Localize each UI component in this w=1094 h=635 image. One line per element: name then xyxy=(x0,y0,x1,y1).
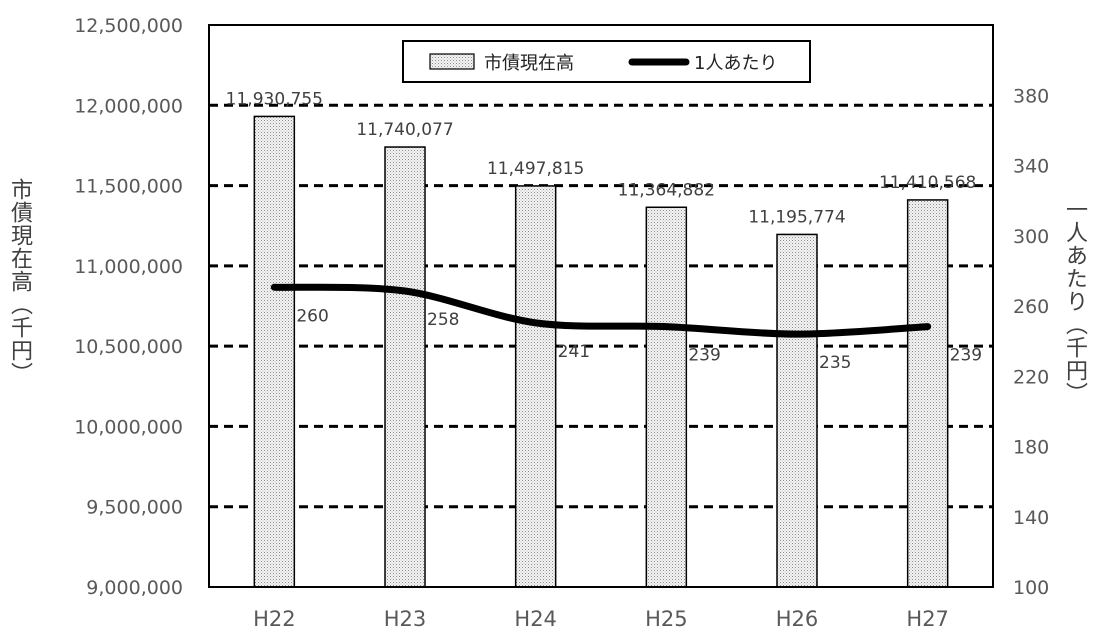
y2-axis-title: 一人あたり（千円） xyxy=(1062,198,1087,405)
y-tick-label: 11,500,000 xyxy=(74,176,183,198)
y-tick-label: 10,500,000 xyxy=(74,336,183,358)
y2-tick-label: 380 xyxy=(1013,85,1049,107)
y-tick-label: 12,000,000 xyxy=(74,95,183,117)
x-tick-label: H22 xyxy=(253,607,296,631)
line-data-label: 260 xyxy=(296,306,328,326)
x-tick-label: H26 xyxy=(776,607,819,631)
x-tick-label: H23 xyxy=(384,607,427,631)
bar-data-label: 11,410,568 xyxy=(879,173,976,193)
bar-data-label: 11,930,755 xyxy=(226,89,323,109)
line-data-label: 235 xyxy=(819,353,851,373)
y-tick-label: 10,000,000 xyxy=(74,416,183,438)
line-data-label: 258 xyxy=(427,310,459,330)
x-tick-label: H24 xyxy=(514,607,557,631)
bar-data-label: 11,497,815 xyxy=(487,159,584,179)
y2-tick-label: 260 xyxy=(1013,296,1049,318)
y2-tick-label: 300 xyxy=(1013,226,1049,248)
plot-frame xyxy=(208,24,994,588)
y-tick-label: 9,500,000 xyxy=(86,497,183,519)
line-data-label: 239 xyxy=(950,346,982,366)
legend-label-line: 1人あたり xyxy=(694,53,777,74)
y-tick-label: 12,500,000 xyxy=(74,15,183,37)
legend-swatch-bar xyxy=(429,53,475,70)
bar-data-label: 11,364,882 xyxy=(618,180,715,200)
x-tick-label: H27 xyxy=(906,607,949,631)
bar-H24 xyxy=(514,185,557,588)
y-axis-title: 市債現在高（千円） xyxy=(7,178,32,385)
y2-tick-label: 340 xyxy=(1013,156,1049,178)
bar-H27 xyxy=(906,199,949,588)
line-data-label: 239 xyxy=(688,346,720,366)
legend-label-bar: 市債現在高 xyxy=(484,53,574,74)
y2-tick-label: 220 xyxy=(1013,366,1049,388)
bar-H23 xyxy=(384,146,426,588)
x-tick-label: H25 xyxy=(645,607,688,631)
bar-H25 xyxy=(645,206,688,588)
bar-H26 xyxy=(776,233,818,588)
bar-H22 xyxy=(253,115,296,588)
line-data-label: 241 xyxy=(558,342,590,362)
bar-data-label: 11,195,774 xyxy=(748,207,845,227)
y2-tick-label: 180 xyxy=(1013,437,1049,459)
series-line-1人あたり xyxy=(270,283,932,338)
y2-tick-label: 140 xyxy=(1013,507,1049,529)
y2-tick-label: 100 xyxy=(1013,577,1049,599)
y-tick-label: 11,000,000 xyxy=(74,256,183,278)
y-tick-label: 9,000,000 xyxy=(86,577,183,599)
bar-data-label: 11,740,077 xyxy=(356,120,453,140)
